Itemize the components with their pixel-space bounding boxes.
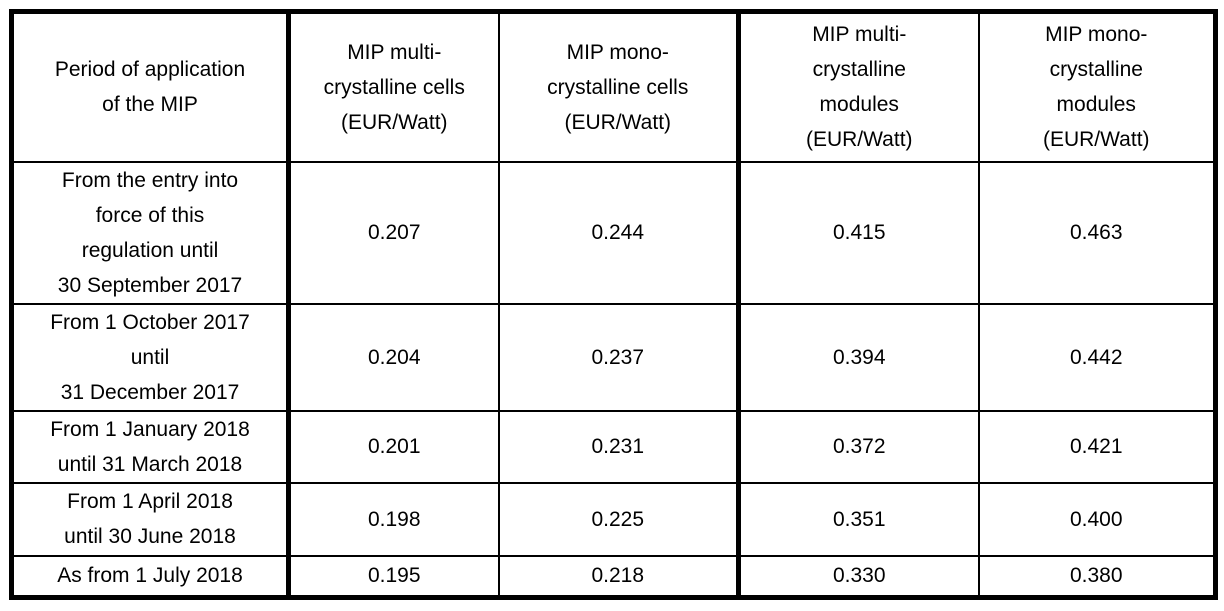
- value-cell: 0.231: [497, 409, 740, 484]
- period-cell: From 1 January 2018 until 31 March 2018: [10, 409, 290, 484]
- value-cell: 0.237: [497, 302, 740, 412]
- header-cell-period: Period of application of the MIP: [10, 10, 290, 163]
- value-cell: 0.198: [286, 481, 500, 557]
- value-cell: 0.463: [977, 160, 1217, 305]
- table-row: From 1 October 2017 until 31 December 20…: [10, 302, 1217, 412]
- table-header-row: Period of application of the MIP MIP mul…: [10, 10, 1217, 163]
- table-row: From 1 April 2018 until 30 June 2018 0.1…: [10, 481, 1217, 557]
- value-cell: 0.400: [977, 481, 1217, 557]
- header-cell-mono-modules: MIP mono- crystalline modules (EUR/Watt): [977, 10, 1217, 163]
- period-cell: From 1 April 2018 until 30 June 2018: [10, 481, 290, 557]
- value-cell: 0.372: [736, 409, 980, 484]
- value-cell: 0.225: [497, 481, 740, 557]
- value-cell: 0.442: [977, 302, 1217, 412]
- value-cell: 0.330: [736, 554, 980, 599]
- period-cell: From 1 October 2017 until 31 December 20…: [10, 302, 290, 412]
- header-cell-multi-cells: MIP multi- crystalline cells (EUR/Watt): [286, 10, 500, 163]
- value-cell: 0.421: [977, 409, 1217, 484]
- value-cell: 0.244: [497, 160, 740, 305]
- table-row: As from 1 July 2018 0.195 0.218 0.330 0.…: [10, 554, 1217, 599]
- header-cell-multi-modules: MIP multi- crystalline modules (EUR/Watt…: [736, 10, 980, 163]
- value-cell: 0.204: [286, 302, 500, 412]
- value-cell: 0.207: [286, 160, 500, 305]
- header-cell-mono-cells: MIP mono- crystalline cells (EUR/Watt): [497, 10, 740, 163]
- period-cell: As from 1 July 2018: [10, 554, 290, 599]
- value-cell: 0.218: [497, 554, 740, 599]
- value-cell: 0.380: [977, 554, 1217, 599]
- value-cell: 0.415: [736, 160, 980, 305]
- mip-price-table: Period of application of the MIP MIP mul…: [9, 9, 1218, 600]
- value-cell: 0.394: [736, 302, 980, 412]
- table-row: From 1 January 2018 until 31 March 2018 …: [10, 409, 1217, 484]
- value-cell: 0.201: [286, 409, 500, 484]
- value-cell: 0.195: [286, 554, 500, 599]
- table-row: From the entry into force of this regula…: [10, 160, 1217, 305]
- period-cell: From the entry into force of this regula…: [10, 160, 290, 305]
- value-cell: 0.351: [736, 481, 980, 557]
